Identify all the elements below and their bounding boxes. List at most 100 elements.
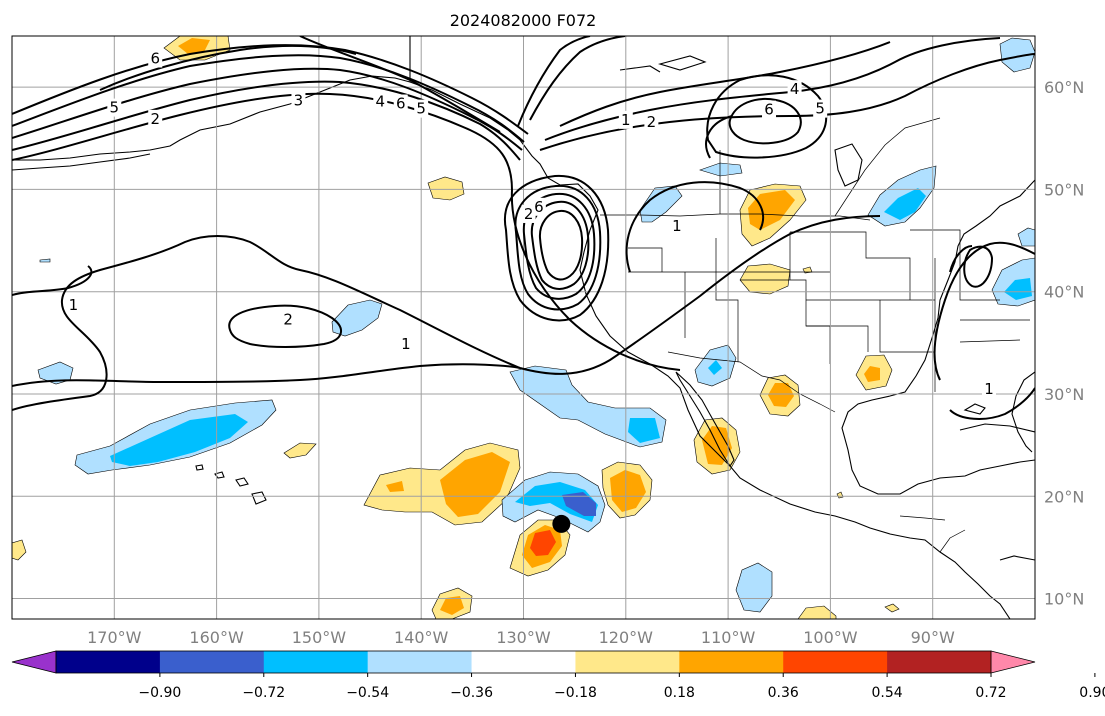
shade-region [386, 481, 404, 492]
contour-label-bg [762, 100, 777, 119]
contour-label: 1 [401, 335, 411, 353]
shade-region [1004, 278, 1032, 300]
coastline [959, 423, 1035, 433]
contour-line [728, 98, 802, 145]
lon-tick-label: 140°W [394, 628, 449, 647]
colorbar-tick-label: −0.90 [138, 685, 181, 701]
shade-region [331, 299, 383, 337]
contour-label-bg [669, 217, 684, 236]
colorbar-tick-label: 0.90 [1079, 685, 1105, 701]
coastline [12, 153, 151, 171]
border-line [834, 117, 941, 217]
contour-line [625, 181, 765, 273]
shade-region [283, 442, 317, 459]
contour-label-bg [813, 99, 828, 118]
coastline [235, 477, 249, 487]
contour-label: 4 [376, 92, 386, 110]
shade-region [748, 190, 795, 230]
coastline [999, 555, 1035, 561]
contour-label-bg [398, 334, 413, 353]
shade-region [12, 539, 27, 561]
contour-label-bg [393, 94, 408, 113]
lat-tick-label: 50°N [1044, 180, 1084, 199]
contour-line [530, 200, 590, 290]
contour-line [949, 387, 1035, 420]
contour-label-bg [373, 92, 388, 111]
lat-tick-label: 10°N [1044, 590, 1084, 609]
border-line [879, 300, 935, 353]
colorbar-segment [367, 651, 473, 673]
border-line [806, 325, 869, 352]
colorbar-segment [783, 651, 888, 673]
border-line [910, 229, 1000, 301]
contour-line [538, 209, 584, 281]
colorbar-extend-low [11, 650, 57, 674]
lon-tick-label: 150°W [292, 628, 347, 647]
contour-label-bg [618, 110, 633, 129]
colorbar-segment [263, 651, 369, 673]
contour-line [529, 36, 626, 121]
contour-label-bg [981, 379, 996, 398]
border-line [600, 213, 871, 221]
contour-label-bg [107, 98, 122, 117]
shade-region [110, 414, 248, 466]
shade-region [562, 492, 596, 516]
coastline [619, 65, 661, 73]
colorbar: −0.90 −0.72 −0.54 −0.36 −0.18 0.18 0.36 0.54 0.7… [11, 650, 1105, 701]
shade-region [735, 562, 773, 613]
contour-label-bg [148, 49, 163, 68]
lon-tick-label: 160°W [189, 628, 244, 647]
colorbar-segment [679, 651, 784, 673]
shade-region [530, 530, 556, 556]
contour-line [517, 36, 591, 127]
contour-line [503, 174, 610, 322]
shade-region [999, 37, 1035, 73]
coastline [12, 75, 411, 161]
colorbar-tick-label: −0.36 [450, 685, 493, 701]
contour-label: 6 [534, 198, 544, 216]
contour-line [514, 184, 602, 311]
shade-region [864, 366, 880, 382]
colorbar-tick-label: 0.18 [664, 685, 695, 701]
lon-tick-label: 130°W [496, 628, 551, 647]
lon-tick-label: 110°W [701, 628, 756, 647]
contour-label-bg [531, 197, 546, 216]
shade-region [1017, 227, 1035, 247]
storm-center-marker [552, 514, 571, 533]
contour-label-bg [281, 310, 296, 329]
colorbar-tick-label: 0.54 [872, 685, 903, 701]
contour-label-bg [66, 295, 81, 314]
coastline [834, 143, 863, 187]
lon-tick-label: 120°W [599, 628, 654, 647]
contour-line [228, 304, 342, 348]
coastline [195, 464, 204, 471]
contour-line [705, 115, 733, 159]
border-line [628, 247, 663, 272]
contour-line [12, 235, 521, 411]
shade-region [708, 360, 722, 375]
contour-label: 6 [764, 101, 774, 119]
contour-label-bg [148, 109, 163, 128]
colorbar-tick-label: −0.18 [554, 685, 597, 701]
contour-line [559, 41, 891, 127]
colorbar-segment [159, 651, 265, 673]
colorbar-frame [55, 650, 992, 674]
contour-line [519, 215, 881, 375]
lat-tick-label: 20°N [1044, 487, 1084, 506]
colorbar-segment [56, 651, 161, 673]
shade-region [440, 596, 464, 615]
colorbar-tick-label: −0.72 [242, 685, 285, 701]
border-line [939, 529, 966, 553]
contour-label: 1 [672, 217, 682, 235]
contour-label-bg [644, 112, 659, 131]
contour-label: 3 [294, 91, 304, 109]
shade-region [702, 426, 732, 465]
contour-label-bg [787, 80, 802, 99]
contour-line [933, 241, 1035, 381]
colorbar-segment [887, 651, 992, 673]
coastlines [12, 36, 1035, 619]
shaded-field [12, 36, 1035, 619]
